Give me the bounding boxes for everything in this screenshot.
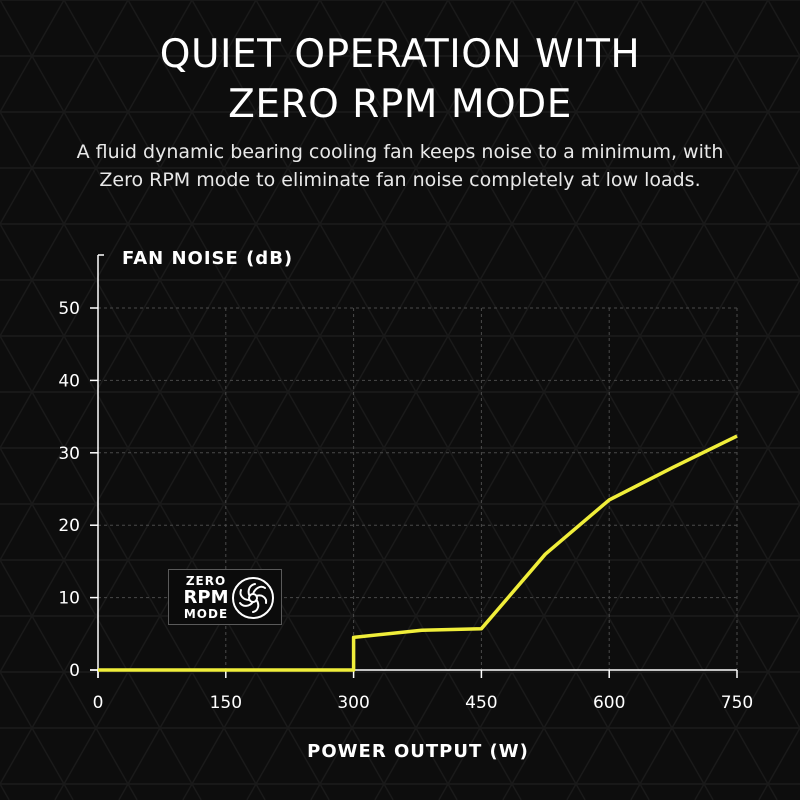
bg-pattern-line (0, 0, 129, 226)
badge-zero: ZERO (185, 574, 227, 588)
bg-pattern-line (0, 0, 193, 338)
x-tick-label: 750 (721, 693, 753, 713)
y-tick-label: 10 (58, 589, 80, 609)
subtitle-line-2: Zero RPM mode to eliminate fan noise com… (99, 169, 701, 191)
bg-pattern-line (0, 0, 385, 674)
bg-pattern-line (511, 0, 800, 506)
x-tick-label: 0 (93, 693, 104, 713)
bg-pattern-line (374, 54, 800, 800)
bg-pattern-line (63, 0, 522, 800)
x-axis-title: POWER OUTPUT (W) (307, 741, 529, 762)
x-tick-label: 150 (210, 693, 242, 713)
y-tick-label: 20 (58, 516, 80, 536)
page-subtitle: A fluid dynamic bearing cooling fan keep… (30, 138, 770, 194)
bg-pattern-line (0, 0, 321, 562)
bg-pattern-line (255, 0, 714, 800)
bg-pattern-line (438, 166, 800, 800)
series-line (98, 434, 738, 672)
badge-text: ZERO RPM MODE (175, 574, 237, 621)
y-tick-label: 40 (58, 371, 80, 391)
bg-pattern-line (575, 0, 800, 394)
x-tick-label: 450 (465, 693, 497, 713)
bg-pattern-line (310, 0, 769, 800)
bg-pattern-line (694, 614, 800, 800)
bg-pattern-line (447, 0, 800, 618)
x-tick-label: 300 (337, 693, 369, 713)
bg-pattern-line (566, 390, 800, 800)
page-title: QUIET OPERATION WITH ZERO RPM MODE (0, 30, 800, 130)
title-line-1: QUIET OPERATION WITH (159, 32, 641, 77)
bg-pattern-line (127, 0, 586, 800)
bg-pattern-line (0, 0, 449, 786)
badge-rpm: RPM (183, 587, 229, 608)
bg-pattern-line (191, 0, 650, 800)
bg-pattern-line (0, 222, 330, 800)
bg-pattern-line (0, 334, 266, 800)
bg-pattern-line (54, 0, 513, 800)
y-tick-label: 30 (58, 444, 80, 464)
badge-mode: MODE (183, 607, 229, 621)
bg-pattern-line (0, 446, 202, 800)
bg-pattern-line (630, 502, 800, 800)
bg-pattern-line (0, 558, 138, 800)
fan-icon (232, 577, 274, 619)
title-line-2: ZERO RPM MODE (228, 82, 572, 127)
subtitle-line-1: A fluid dynamic bearing cooling fan keep… (76, 141, 724, 163)
bg-pattern-line (0, 110, 394, 800)
bg-pattern-line (246, 0, 705, 800)
bg-pattern-line (118, 0, 577, 800)
bg-pattern-line (0, 0, 257, 450)
bg-pattern-line (383, 0, 800, 730)
bg-pattern-line (502, 278, 800, 800)
bg-pattern-line (319, 0, 778, 800)
y-axis-title: FAN NOISE (dB) (122, 248, 293, 269)
y-tick-label: 0 (69, 661, 80, 681)
bg-pattern-line (639, 0, 800, 282)
x-tick-label: 600 (593, 693, 625, 713)
bg-pattern-line (703, 0, 800, 170)
y-tick-label: 50 (58, 299, 80, 319)
bg-pattern-line (0, 0, 458, 800)
bg-pattern-line (182, 0, 641, 800)
zero-rpm-badge: ZERO RPM MODE (168, 569, 282, 625)
